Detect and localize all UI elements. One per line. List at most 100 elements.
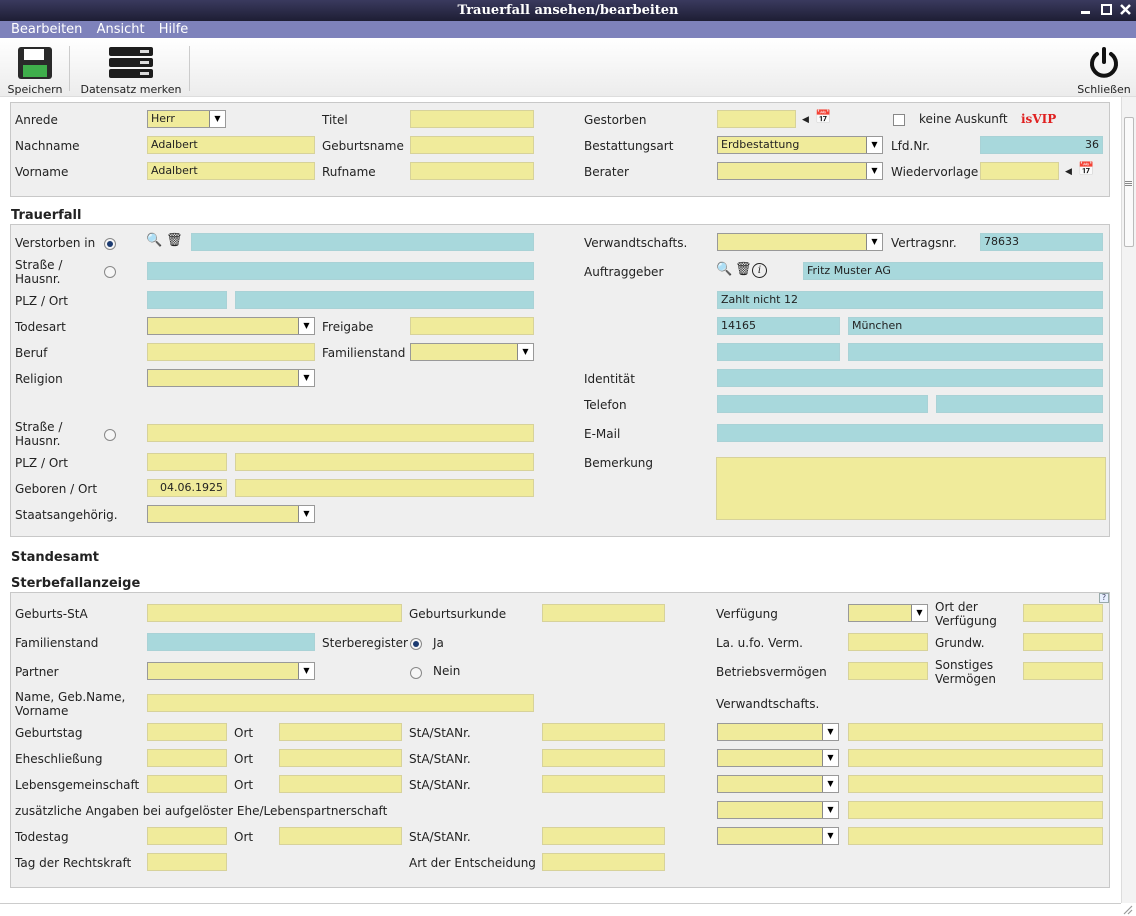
lebensgemeinschaft-verw-field[interactable] [848,775,1103,793]
geburtstag-verw-field[interactable] [848,723,1103,741]
menu-ansicht[interactable]: Ansicht [96,22,145,37]
name-geb-label: Name, Geb.Name, Vorname [15,690,126,718]
titel-field[interactable] [410,110,534,128]
verwandtschafts-label: Verwandtschafts. [584,236,688,250]
magnifier-icon[interactable]: 🔍 [146,233,163,248]
strasse-field[interactable] [147,262,534,280]
vertragsnr-field[interactable]: 78633 [980,233,1103,251]
geburtsort-field[interactable] [235,479,534,497]
todestag-ort-field[interactable] [279,827,402,845]
strasse-label: Straße / Hausnr. [15,258,63,286]
geburts-sta-field[interactable] [147,604,402,622]
close-window-icon[interactable] [1120,4,1131,15]
calendar-icon[interactable]: 📅 [1078,162,1095,177]
telefon-field[interactable] [717,395,928,413]
lebensgemeinschaft-verw-select[interactable]: ▼ [717,775,839,793]
eheschliessung-sta-field[interactable] [542,749,665,767]
partner-select[interactable]: ▼ [147,662,315,680]
geburtstag-verw-select[interactable]: ▼ [717,723,839,741]
toolbar-separator [69,46,70,91]
vertical-scrollbar[interactable] [1121,97,1136,903]
arrow-left-icon[interactable]: ◀ [802,115,809,125]
menu-hilfe[interactable]: Hilfe [158,22,189,37]
strasse2-field[interactable] [147,424,534,442]
grundw-field[interactable] [1023,633,1103,651]
wiedervorlage-date-field[interactable] [980,162,1059,180]
rechtskraft-field[interactable] [147,853,227,871]
ort-der-verfuegung-field[interactable] [1023,604,1103,622]
arrow-left-icon[interactable]: ◀ [1065,167,1072,177]
gestorben-date-field[interactable] [717,110,796,128]
rufname-field[interactable] [410,162,534,180]
resize-grip-icon[interactable] [1121,903,1136,916]
la-ufo-field[interactable] [848,633,928,651]
geburtstag-ort-field[interactable] [279,723,402,741]
strasse2-radio[interactable] [104,429,116,441]
staatsangehoerig-select[interactable]: ▼ [147,505,315,523]
eheschliessung-verw-field[interactable] [848,749,1103,767]
geburtstag-field[interactable] [147,723,227,741]
menu-bearbeiten[interactable]: Bearbeiten [11,22,83,37]
keine-auskunft-checkbox[interactable] [893,114,905,126]
betriebsvermoegen-field[interactable] [848,662,928,680]
magnifier-icon[interactable]: 🔍 [716,262,733,277]
religion-select[interactable]: ▼ [147,369,315,387]
familienstand-label: Familienstand [15,636,99,650]
anrede-select[interactable]: Herr ▼ [147,110,226,128]
geboren-date-field[interactable]: 04.06.1925 [147,479,227,497]
familienstand-field[interactable] [147,633,315,651]
zusaetzlich-verw-select[interactable]: ▼ [717,801,839,819]
scrollbar-thumb[interactable] [1124,117,1134,247]
ort2-field[interactable] [235,453,534,471]
lebensgemeinschaft-ort-field[interactable] [279,775,402,793]
todestag-verw-select[interactable]: ▼ [717,827,839,845]
todestag-field[interactable] [147,827,227,845]
verstorben-in-field[interactable] [191,233,534,251]
verwandtschafts-select[interactable]: ▼ [717,233,883,251]
trash-icon[interactable]: 🗑 [166,233,183,248]
maximize-icon[interactable] [1101,4,1112,15]
vorname-field[interactable]: Adalbert [147,162,315,180]
entscheidung-field[interactable] [542,853,665,871]
beruf-field[interactable] [147,343,315,361]
eheschliessung-ort-field[interactable] [279,749,402,767]
minimize-icon[interactable] [1080,4,1091,15]
trash-icon[interactable]: 🗑 [735,262,752,277]
todestag-sta-field[interactable] [542,827,665,845]
zusaetzlich-verw-field[interactable] [848,801,1103,819]
geburtsname-field[interactable] [410,136,534,154]
eheschliessung-field[interactable] [147,749,227,767]
lebensgemeinschaft-field[interactable] [147,775,227,793]
info-icon[interactable]: i [752,263,767,278]
close-button[interactable]: Schließen [1074,46,1134,96]
name-geb-field[interactable] [147,694,534,712]
berater-select[interactable]: ▼ [717,162,883,180]
help-icon[interactable]: ? [1099,593,1109,603]
verstorben-in-radio[interactable] [104,238,116,250]
sterberegister-nein-radio[interactable] [410,667,422,679]
ort-field[interactable] [235,291,534,309]
telefon2-field[interactable] [936,395,1103,413]
bemerkung-textarea[interactable] [716,457,1106,520]
sonstiges-vermoegen-field[interactable] [1023,662,1103,680]
identitaet-field[interactable] [717,369,1103,387]
plz2-field[interactable] [147,453,227,471]
nachname-field[interactable]: Adalbert [147,136,315,154]
calendar-icon[interactable]: 📅 [815,110,832,125]
eheschliessung-verw-select[interactable]: ▼ [717,749,839,767]
strasse-radio[interactable] [104,266,116,278]
geburtstag-sta-field[interactable] [542,723,665,741]
familienstand-select[interactable]: ▼ [410,343,534,361]
freigabe-field[interactable] [410,317,534,335]
plz-field[interactable] [147,291,227,309]
sterberegister-ja-radio[interactable] [410,638,422,650]
save-button[interactable]: Speichern [6,46,64,96]
todestag-verw-field[interactable] [848,827,1103,845]
geburtsurkunde-field[interactable] [542,604,665,622]
bestattungsart-select[interactable]: Erdbestattung ▼ [717,136,883,154]
verfuegung-select[interactable]: ▼ [848,604,928,622]
lebensgemeinschaft-sta-field[interactable] [542,775,665,793]
email-field[interactable] [717,424,1103,442]
todesart-select[interactable]: ▼ [147,317,315,335]
bookmark-record-button[interactable]: Datensatz merken [76,46,186,96]
